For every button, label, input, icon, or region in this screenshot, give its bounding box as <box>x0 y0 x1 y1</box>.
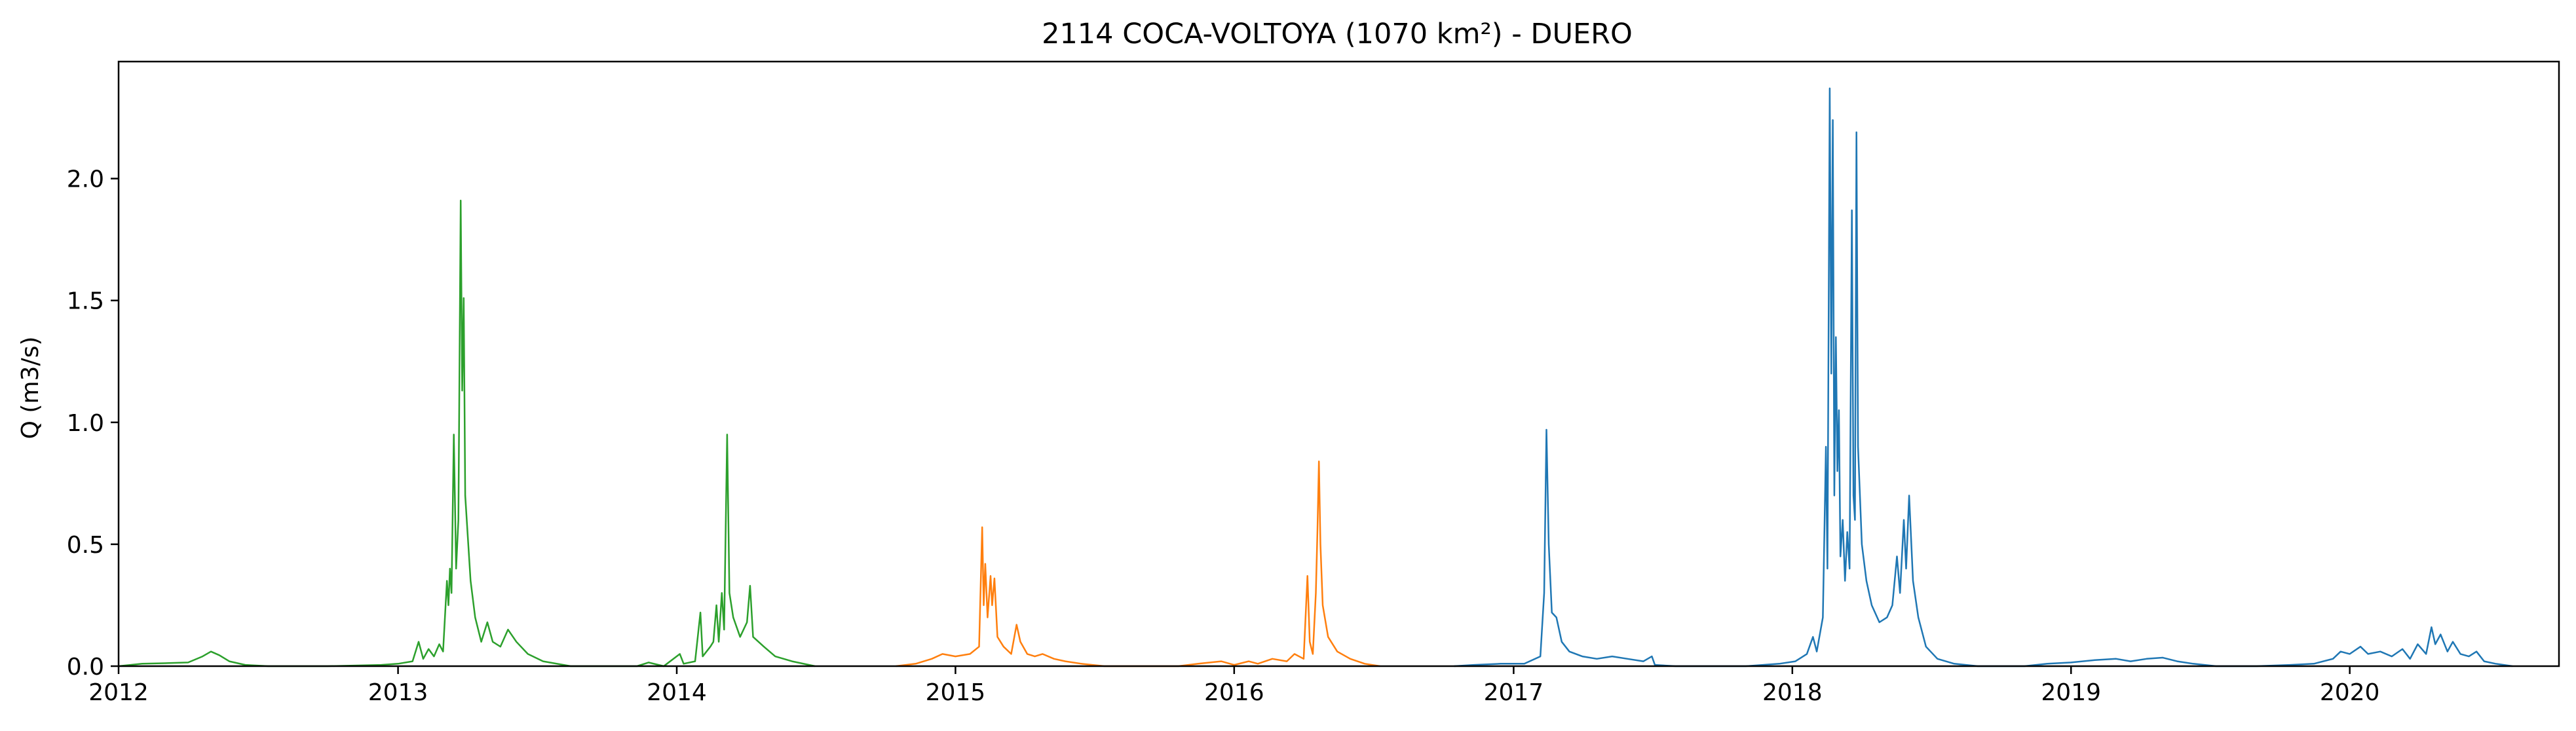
x-tick-label: 2012 <box>88 679 149 706</box>
x-tick-label: 2017 <box>1484 679 1544 706</box>
y-tick-label: 0.5 <box>67 532 104 559</box>
y-tick-label: 1.5 <box>67 288 104 315</box>
series-line-2 <box>896 460 1380 667</box>
series-line-1 <box>118 199 816 667</box>
series-line-3 <box>1454 87 2513 667</box>
x-tick-label: 2019 <box>2041 679 2101 706</box>
y-tick-label: 2.0 <box>67 166 104 193</box>
x-axis: 2012 2013 2014 2015 2016 2017 2018 2019 2020 <box>88 666 2379 706</box>
x-tick-label: 2014 <box>647 679 707 706</box>
series-layer <box>118 87 2513 667</box>
x-tick-label: 2020 <box>2320 679 2380 706</box>
y-tick-label: 0.0 <box>67 654 104 681</box>
plot-frame <box>117 60 2560 667</box>
x-tick-label: 2016 <box>1204 679 1264 706</box>
x-tick-label: 2015 <box>926 679 986 706</box>
y-tick-label: 1.0 <box>67 410 104 437</box>
y-axis: 0.0 0.5 1.0 1.5 2.0 <box>67 166 119 681</box>
y-axis-label: Q (m3/s) <box>17 337 44 440</box>
chart-title: 2114 COCA-VOLTOYA (1070 km²) - DUERO <box>1042 18 1633 50</box>
x-tick-label: 2018 <box>1762 679 1823 706</box>
x-tick-label: 2013 <box>368 679 428 706</box>
